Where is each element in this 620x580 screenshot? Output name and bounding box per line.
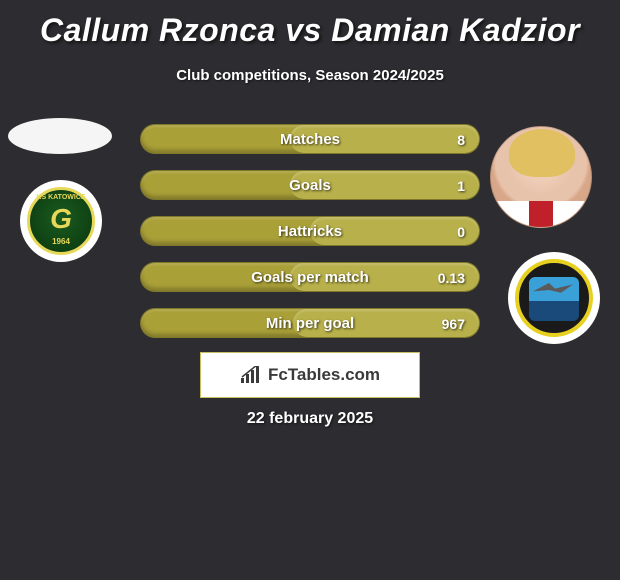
club-left-crest: KS KATOWICE G 1964 xyxy=(20,180,102,262)
stat-bar-label: Matches xyxy=(141,125,479,154)
stat-bar: Goals1 xyxy=(140,170,480,200)
stat-bar-value: 8 xyxy=(457,125,465,154)
stat-bar: Goals per match0.13 xyxy=(140,262,480,292)
crest-left-top-text: KS KATOWICE xyxy=(30,194,92,201)
stat-bar-value: 0 xyxy=(457,217,465,246)
stat-bar-label: Hattricks xyxy=(141,217,479,246)
player-left-avatar xyxy=(8,118,112,154)
stat-bar: Matches8 xyxy=(140,124,480,154)
page-title: Callum Rzonca vs Damian Kadzior xyxy=(0,0,620,49)
brand-text: FcTables.com xyxy=(268,365,380,385)
stat-bar-label: Min per goal xyxy=(141,309,479,338)
player-right-avatar xyxy=(490,126,592,228)
stats-bars: Matches8Goals1Hattricks0Goals per match0… xyxy=(140,124,480,354)
crest-left-year: 1964 xyxy=(30,237,92,246)
club-right-crest xyxy=(508,252,600,344)
crest-left-letter: G xyxy=(50,203,72,235)
stat-bar-label: Goals per match xyxy=(141,263,479,292)
date-label: 22 february 2025 xyxy=(0,410,620,428)
stat-bar: Min per goal967 xyxy=(140,308,480,338)
brand-box[interactable]: FcTables.com xyxy=(200,352,420,398)
subtitle: Club competitions, Season 2024/2025 xyxy=(0,67,620,84)
brand-chart-icon xyxy=(240,366,262,384)
stat-bar-value: 0.13 xyxy=(438,263,465,292)
stat-bar-value: 1 xyxy=(457,171,465,200)
stat-bar-value: 967 xyxy=(442,309,465,338)
stat-bar: Hattricks0 xyxy=(140,216,480,246)
stat-bar-label: Goals xyxy=(141,171,479,200)
